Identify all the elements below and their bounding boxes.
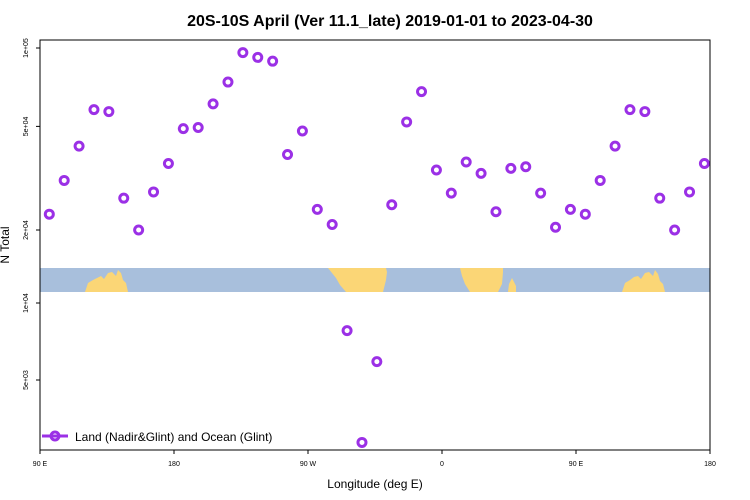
data-point xyxy=(460,156,472,168)
land-shape-2 xyxy=(328,268,387,292)
data-point xyxy=(207,98,219,110)
data-point xyxy=(103,106,115,118)
data-point xyxy=(416,86,428,98)
x-tick-label: 180 xyxy=(168,461,180,468)
axis-ticks: 90 E 180 90 W 0 90 E 180 1e+05 5e+04 2e+04 1e+04 5… xyxy=(23,38,716,468)
x-axis-label: Longitude (deg E) xyxy=(327,477,422,491)
data-point xyxy=(624,104,636,116)
x-tick-label: 180 xyxy=(704,461,716,468)
y-tick-label: 5e+03 xyxy=(23,370,30,390)
y-tick-label: 1e+04 xyxy=(23,293,30,313)
data-point xyxy=(490,206,502,218)
data-point xyxy=(609,140,621,152)
data-point xyxy=(684,186,696,198)
data-point xyxy=(341,325,353,337)
data-point xyxy=(118,192,130,204)
data-point xyxy=(535,187,547,199)
data-point xyxy=(669,224,681,236)
data-point xyxy=(371,356,383,368)
legend: Land (Nadir&Glint) and Ocean (Glint) xyxy=(42,430,272,444)
x-tick-label: 90 E xyxy=(569,461,584,468)
data-point xyxy=(177,123,189,135)
data-point xyxy=(639,106,651,118)
data-point xyxy=(594,174,606,186)
data-point xyxy=(222,76,234,88)
data-point xyxy=(579,208,591,220)
data-point xyxy=(237,47,249,59)
data-point xyxy=(73,140,85,152)
land-shape-1 xyxy=(85,270,128,292)
y-tick-label: 5e+04 xyxy=(23,116,30,136)
data-point xyxy=(698,158,710,170)
data-point xyxy=(162,158,174,170)
x-tick-label: 0 xyxy=(440,461,444,468)
legend-marker xyxy=(49,430,61,442)
data-point xyxy=(445,187,457,199)
data-point xyxy=(564,203,576,215)
data-point xyxy=(252,51,264,63)
data-point xyxy=(296,125,308,137)
data-point xyxy=(475,167,487,179)
legend-entry-label: Land (Nadir&Glint) and Ocean (Glint) xyxy=(75,430,272,444)
x-tick-label: 90 W xyxy=(300,461,317,468)
plot-frame xyxy=(39,39,711,451)
x-tick-label: 90 E xyxy=(33,461,48,468)
data-point xyxy=(356,436,368,448)
data-point xyxy=(654,192,666,204)
data-point xyxy=(88,104,100,116)
data-point xyxy=(505,162,517,174)
data-point xyxy=(43,208,55,220)
scatter-points xyxy=(43,47,710,448)
data-point xyxy=(148,186,160,198)
y-tick-label: 1e+05 xyxy=(23,38,30,58)
data-point xyxy=(386,199,398,211)
data-point xyxy=(401,116,413,128)
data-point xyxy=(520,161,532,173)
data-point xyxy=(192,122,204,134)
land-shape-3 xyxy=(460,268,503,292)
data-point xyxy=(267,55,279,67)
data-point xyxy=(58,174,70,186)
land-shape-5 xyxy=(622,270,665,292)
y-tick-label: 2e+04 xyxy=(23,220,30,240)
data-point xyxy=(550,221,562,233)
y-axis-label: N Total xyxy=(0,226,12,263)
chart-title: 20S-10S April (Ver 11.1_late) 2019-01-01… xyxy=(187,13,593,30)
data-point xyxy=(282,148,294,160)
data-point xyxy=(326,218,338,230)
data-point xyxy=(430,164,442,176)
land-shape-4 xyxy=(508,278,516,292)
map-strip xyxy=(40,268,710,292)
data-point xyxy=(311,203,323,215)
data-point xyxy=(133,224,145,236)
